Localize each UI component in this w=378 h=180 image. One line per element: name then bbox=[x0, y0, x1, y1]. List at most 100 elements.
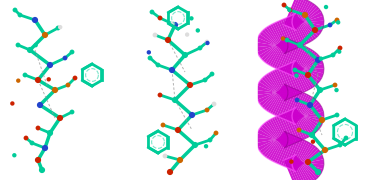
Polygon shape bbox=[276, 87, 291, 117]
Point bbox=[204, 40, 210, 43]
Polygon shape bbox=[263, 122, 285, 148]
Point bbox=[302, 14, 308, 16]
Polygon shape bbox=[285, 137, 299, 167]
Polygon shape bbox=[294, 61, 311, 90]
Point bbox=[155, 64, 161, 66]
Polygon shape bbox=[264, 131, 285, 157]
Polygon shape bbox=[259, 38, 286, 59]
Point bbox=[335, 21, 341, 24]
Point bbox=[293, 74, 299, 77]
Polygon shape bbox=[283, 136, 297, 166]
Point bbox=[188, 17, 194, 20]
Point bbox=[39, 168, 45, 171]
Point bbox=[37, 103, 43, 106]
Polygon shape bbox=[274, 116, 289, 146]
Polygon shape bbox=[288, 139, 303, 169]
Polygon shape bbox=[256, 38, 288, 50]
Point bbox=[72, 76, 78, 79]
Point bbox=[147, 57, 153, 59]
Polygon shape bbox=[266, 26, 285, 54]
Polygon shape bbox=[280, 67, 295, 97]
Point bbox=[207, 139, 213, 141]
Point bbox=[312, 29, 318, 32]
Point bbox=[152, 33, 158, 36]
Point bbox=[287, 8, 293, 11]
Polygon shape bbox=[282, 113, 296, 143]
Polygon shape bbox=[280, 114, 294, 144]
Polygon shape bbox=[287, 17, 301, 47]
Point bbox=[319, 119, 325, 122]
Point bbox=[213, 132, 219, 134]
Polygon shape bbox=[293, 12, 323, 28]
Polygon shape bbox=[288, 111, 303, 141]
Point bbox=[332, 84, 338, 86]
Point bbox=[337, 47, 343, 50]
Point bbox=[204, 42, 211, 44]
Polygon shape bbox=[284, 0, 298, 26]
Polygon shape bbox=[256, 42, 288, 48]
Point bbox=[297, 44, 303, 46]
Point bbox=[42, 147, 48, 149]
Point bbox=[172, 99, 178, 102]
Polygon shape bbox=[270, 38, 287, 66]
Polygon shape bbox=[291, 46, 307, 76]
Polygon shape bbox=[293, 47, 309, 76]
Polygon shape bbox=[294, 14, 320, 36]
Polygon shape bbox=[293, 157, 323, 173]
Polygon shape bbox=[294, 49, 313, 77]
Point bbox=[192, 144, 198, 147]
Polygon shape bbox=[294, 9, 321, 29]
Polygon shape bbox=[294, 149, 320, 171]
Point bbox=[69, 111, 75, 113]
Polygon shape bbox=[291, 156, 307, 180]
Point bbox=[55, 27, 61, 30]
Polygon shape bbox=[295, 155, 315, 180]
Polygon shape bbox=[290, 140, 305, 170]
Polygon shape bbox=[293, 110, 323, 125]
Polygon shape bbox=[266, 131, 285, 159]
Polygon shape bbox=[292, 16, 324, 26]
Point bbox=[209, 73, 215, 75]
Polygon shape bbox=[262, 131, 285, 156]
Point bbox=[202, 78, 208, 81]
Point bbox=[288, 160, 294, 163]
Point bbox=[337, 144, 343, 147]
Polygon shape bbox=[276, 39, 291, 69]
Polygon shape bbox=[295, 100, 318, 124]
Polygon shape bbox=[274, 133, 290, 163]
Polygon shape bbox=[294, 2, 313, 30]
Polygon shape bbox=[295, 108, 315, 134]
Point bbox=[157, 94, 163, 96]
Point bbox=[35, 127, 41, 129]
Point bbox=[318, 57, 324, 60]
Point bbox=[62, 57, 68, 59]
Point bbox=[317, 89, 323, 91]
Polygon shape bbox=[290, 63, 305, 93]
Polygon shape bbox=[292, 19, 324, 26]
Polygon shape bbox=[290, 92, 305, 122]
Polygon shape bbox=[286, 0, 300, 26]
Polygon shape bbox=[288, 158, 302, 180]
Point bbox=[46, 78, 52, 81]
Point bbox=[284, 39, 290, 41]
Polygon shape bbox=[294, 155, 319, 178]
Polygon shape bbox=[293, 60, 323, 75]
Polygon shape bbox=[295, 144, 314, 172]
Point bbox=[296, 129, 302, 131]
Polygon shape bbox=[263, 75, 285, 101]
Polygon shape bbox=[268, 37, 286, 65]
Polygon shape bbox=[294, 155, 313, 180]
Polygon shape bbox=[265, 121, 285, 148]
Point bbox=[334, 114, 340, 116]
Point bbox=[305, 74, 311, 76]
Point bbox=[57, 26, 63, 29]
Polygon shape bbox=[292, 66, 324, 73]
Polygon shape bbox=[287, 138, 301, 168]
Polygon shape bbox=[256, 133, 288, 144]
Point bbox=[204, 109, 210, 111]
Point bbox=[23, 137, 29, 140]
Polygon shape bbox=[256, 41, 288, 52]
Polygon shape bbox=[295, 60, 318, 86]
Point bbox=[35, 159, 41, 161]
Polygon shape bbox=[276, 116, 291, 146]
